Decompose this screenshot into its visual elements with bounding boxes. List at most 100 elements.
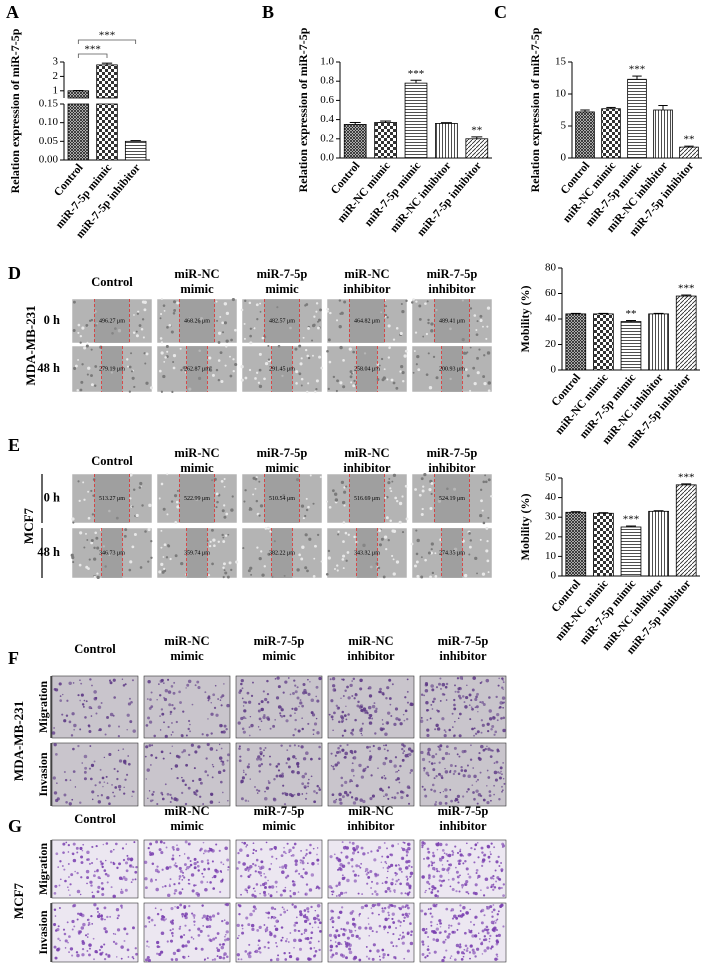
stained-cell — [163, 842, 165, 844]
stained-cell — [80, 894, 81, 895]
stained-cell — [435, 753, 437, 755]
stained-cell — [271, 907, 274, 910]
stained-cell — [71, 920, 74, 923]
stained-cell — [100, 769, 102, 771]
stained-cell — [191, 744, 194, 747]
stained-cell — [423, 770, 424, 771]
cell — [415, 530, 417, 532]
stained-cell — [466, 791, 468, 793]
stained-cell — [336, 705, 338, 707]
stained-cell — [126, 933, 129, 936]
cell — [433, 356, 435, 358]
stained-cell — [176, 848, 179, 851]
stained-cell — [304, 929, 307, 932]
cell — [71, 556, 74, 559]
stained-cell — [342, 678, 344, 680]
cell — [260, 311, 262, 313]
cell — [301, 378, 304, 381]
cell — [417, 368, 420, 371]
stained-cell — [91, 923, 93, 925]
stained-cell — [492, 875, 494, 877]
stained-cell — [241, 842, 243, 844]
cell — [216, 320, 218, 322]
column-header: mimic — [265, 461, 299, 475]
stained-cell — [110, 861, 112, 863]
stained-cell — [203, 842, 205, 844]
stained-cell — [501, 786, 503, 788]
cell — [87, 374, 89, 376]
stained-cell — [173, 952, 176, 955]
stained-cell — [305, 937, 308, 940]
stained-cell — [289, 745, 291, 747]
stained-cell — [454, 734, 456, 736]
stained-cell — [117, 914, 119, 916]
stained-cell — [117, 928, 120, 931]
stained-cell — [86, 870, 89, 873]
column-header: inhibitor — [439, 649, 487, 663]
cell — [383, 575, 386, 578]
stained-cell — [378, 846, 381, 849]
stained-cell — [245, 846, 247, 848]
stained-cell — [226, 704, 230, 708]
stained-cell — [99, 781, 101, 783]
stained-cell — [104, 781, 106, 783]
cell — [389, 520, 392, 523]
bar — [68, 104, 89, 160]
stained-cell — [88, 730, 91, 733]
cell — [328, 550, 330, 552]
stained-cell — [432, 889, 434, 891]
stained-cell — [214, 707, 216, 709]
stained-cell — [318, 757, 321, 760]
stained-cell — [171, 932, 174, 935]
stained-cell — [338, 793, 342, 797]
stained-cell — [309, 681, 311, 683]
stained-cell — [330, 678, 332, 680]
stained-cell — [156, 941, 159, 944]
stained-cell — [108, 724, 111, 727]
y-tick-label: 0.4 — [320, 113, 334, 125]
stained-cell — [92, 895, 95, 898]
stained-cell — [494, 771, 498, 775]
stained-cell — [252, 682, 254, 684]
cell — [150, 386, 153, 389]
stained-cell — [469, 718, 471, 720]
stained-cell — [468, 929, 470, 931]
stained-cell — [382, 723, 384, 725]
stained-cell — [248, 763, 250, 765]
stained-cell — [200, 782, 203, 785]
stained-cell — [473, 798, 476, 801]
stained-cell — [371, 912, 373, 914]
stained-cell — [455, 917, 458, 920]
stained-cell — [307, 910, 309, 912]
stained-cell — [104, 757, 105, 758]
stained-cell — [258, 866, 260, 868]
stained-cell — [314, 921, 317, 924]
stained-cell — [254, 786, 256, 788]
stained-cell — [212, 914, 215, 917]
stained-cell — [490, 947, 492, 949]
stained-cell — [291, 904, 293, 906]
stained-cell — [499, 706, 502, 709]
stained-cell — [435, 801, 437, 803]
stained-cell — [263, 894, 266, 897]
stained-cell — [376, 949, 379, 952]
stained-cell — [53, 727, 55, 729]
stained-cell — [408, 865, 410, 867]
stained-cell — [179, 855, 180, 856]
column-header: Control — [91, 275, 133, 289]
cell — [75, 365, 78, 368]
stained-cell — [478, 757, 481, 760]
cell — [307, 382, 309, 384]
cell — [167, 544, 169, 546]
stained-cell — [460, 910, 462, 912]
stained-cell — [367, 766, 369, 768]
stained-cell — [318, 927, 320, 929]
stained-cell — [148, 921, 150, 923]
column-header: miR-7-5p — [438, 804, 489, 818]
stained-cell — [86, 876, 89, 879]
cell — [132, 506, 134, 508]
stained-cell — [457, 753, 459, 755]
stained-cell — [240, 875, 242, 877]
stained-cell — [429, 761, 431, 763]
stained-cell — [407, 907, 410, 910]
